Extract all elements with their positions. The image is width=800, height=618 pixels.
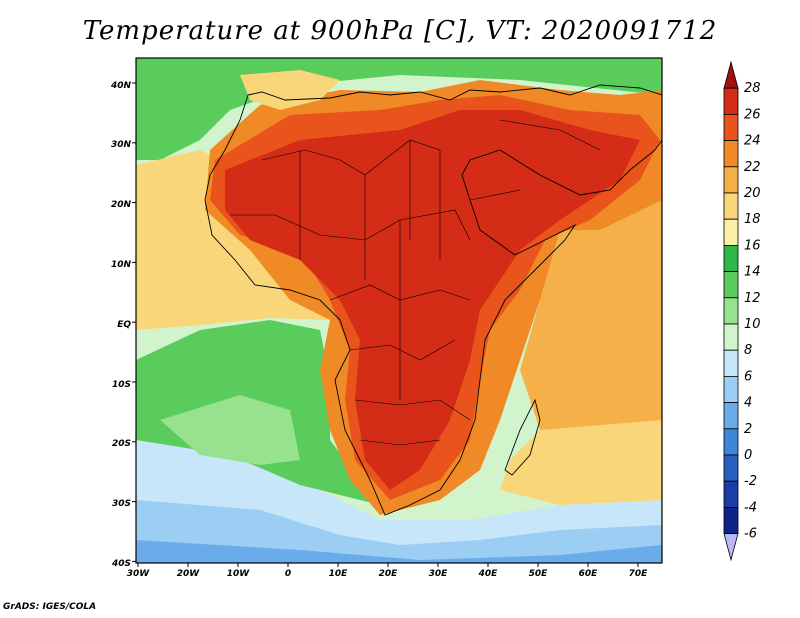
colorbar-segment bbox=[723, 375, 739, 403]
colorbar-segment bbox=[723, 87, 739, 115]
latitude-labels: 40N 30N 20N 10N EQ 10S 20S 30S 40S bbox=[110, 81, 132, 569]
lat-label: 10S bbox=[112, 380, 131, 390]
colorbar-segment bbox=[723, 166, 739, 194]
colorbar-segment bbox=[723, 192, 739, 220]
colorbar-label: 12 bbox=[744, 291, 761, 306]
lat-label: 40S bbox=[111, 559, 131, 569]
field-south-atlantic-lightgreen bbox=[160, 395, 300, 465]
country-borders bbox=[230, 119, 601, 446]
lat-label: 30N bbox=[111, 140, 132, 150]
coastlines bbox=[204, 84, 662, 516]
colorbar-segment bbox=[723, 428, 739, 456]
colorbar-label: -2 bbox=[744, 474, 757, 489]
field-land-darkred bbox=[225, 110, 640, 490]
lon-label: 30W bbox=[127, 569, 151, 579]
colorbar-segment bbox=[723, 140, 739, 168]
colorbar-label: 0 bbox=[744, 448, 752, 463]
colorbar-label: 28 bbox=[744, 81, 761, 96]
colorbar-segment bbox=[723, 297, 739, 325]
colorbar-segment bbox=[723, 271, 739, 299]
lon-label: 0 bbox=[285, 569, 291, 579]
colorbar-label: -6 bbox=[744, 527, 757, 542]
longitude-labels: 30W 20W 10W 0 10E 20E 30E 40E 50E 60E 70… bbox=[127, 569, 648, 579]
colorbar-label: 20 bbox=[744, 186, 761, 201]
lon-label: 10W bbox=[227, 569, 251, 579]
lon-label: 30E bbox=[429, 569, 449, 579]
colorbar-segment bbox=[723, 323, 739, 351]
colorbar-label: 16 bbox=[744, 238, 761, 253]
colorbar-segment bbox=[723, 114, 739, 142]
lon-label: 60E bbox=[579, 569, 599, 579]
colorbar-label: 18 bbox=[744, 212, 761, 227]
lat-label: 40N bbox=[110, 81, 132, 91]
field-atlantic-warm bbox=[136, 150, 330, 330]
colorbar-label: 10 bbox=[744, 317, 761, 332]
colorbar-label: 8 bbox=[744, 343, 752, 358]
lat-label: 30S bbox=[112, 499, 131, 509]
lon-label: 20E bbox=[379, 569, 399, 579]
colorbar-segment bbox=[723, 480, 739, 508]
colorbar-segment bbox=[723, 454, 739, 482]
colorbar-label: 4 bbox=[744, 396, 752, 411]
colorbar-label: 2 bbox=[744, 422, 752, 437]
map-title: Temperature at 900hPa [C], VT: 202009171… bbox=[82, 16, 718, 46]
field-southern-ocean-blue bbox=[136, 500, 662, 563]
colorbar-segment bbox=[723, 349, 739, 377]
colorbar-segment bbox=[723, 218, 739, 246]
axis-ticks bbox=[132, 82, 639, 567]
colorbar-segment bbox=[723, 244, 739, 272]
colorbar-label: -4 bbox=[744, 500, 757, 515]
colorbar-label: 24 bbox=[744, 134, 761, 149]
field-indian-ocean-warm bbox=[520, 200, 662, 440]
plot-frame bbox=[135, 57, 663, 564]
colorbar-label: 26 bbox=[744, 107, 761, 122]
colorbar-upper-triangle bbox=[723, 60, 739, 89]
colorbar-segment bbox=[723, 402, 739, 430]
grads-credit: GrADS: IGES/COLA bbox=[3, 602, 97, 612]
colorbar-label: 6 bbox=[744, 369, 752, 384]
field-southern-ocean-deepblue bbox=[136, 540, 662, 563]
lon-label: 20W bbox=[177, 569, 201, 579]
field-indian-ocean-yellow bbox=[500, 420, 662, 505]
field-atlas-yellow bbox=[240, 70, 340, 110]
colorbar-segment bbox=[723, 506, 739, 534]
lon-label: 50E bbox=[529, 569, 549, 579]
colorbar-label: 22 bbox=[744, 160, 761, 175]
colorbar-lower-triangle bbox=[723, 533, 739, 562]
lat-label: 20S bbox=[112, 439, 131, 449]
lat-label: 20N bbox=[111, 200, 132, 210]
colorbar-label: 14 bbox=[744, 265, 761, 280]
lon-label: 70E bbox=[629, 569, 649, 579]
lon-label: 10E bbox=[329, 569, 349, 579]
lat-label: 10N bbox=[111, 260, 132, 270]
lat-label: EQ bbox=[117, 320, 131, 330]
lon-label: 40E bbox=[478, 569, 499, 579]
